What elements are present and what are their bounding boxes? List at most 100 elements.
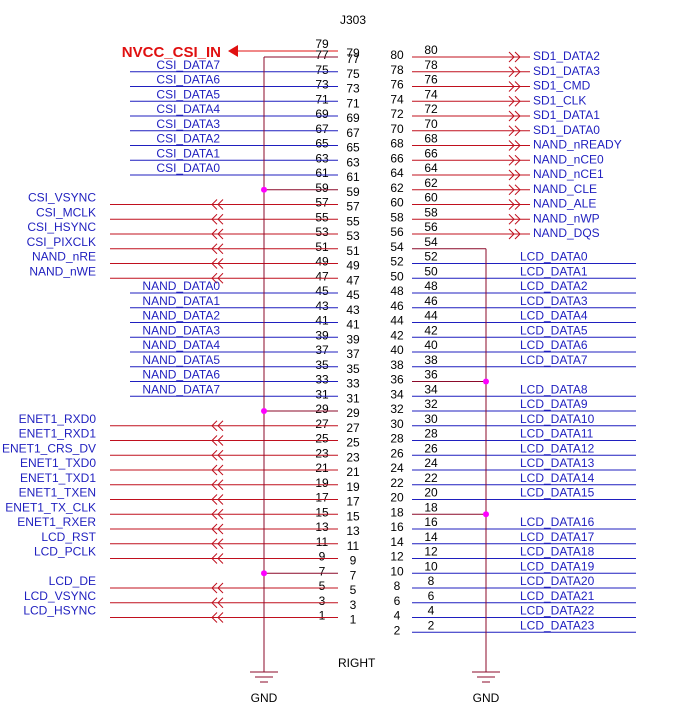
right-pin-row: 44 44 LCD_DATA4 [390, 309, 636, 328]
pin-number-outer: 53 [315, 225, 329, 239]
port-arrow-icon [211, 213, 224, 225]
pin-number-inner: 45 [346, 288, 360, 302]
pin-number-outer: 71 [315, 92, 329, 106]
pin-number-outer: 12 [424, 545, 438, 559]
pin-number-inner: 46 [390, 299, 404, 313]
refdes-label: J303 [340, 13, 366, 27]
right-pin-row: 46 46 LCD_DATA3 [390, 294, 636, 313]
signal-label: LCD_DATA11 [520, 427, 594, 441]
pin-number-outer: 3 [319, 594, 326, 608]
pin-number-inner: 38 [390, 358, 404, 372]
pin-number-inner: 2 [394, 623, 401, 637]
signal-label: LCD_DATA23 [520, 618, 595, 632]
signal-label: ENET1_TXEN [19, 486, 96, 500]
left-pin-row: 15 15 ENET1_TX_CLK [5, 500, 360, 523]
pin-number-outer: 7 [319, 564, 326, 578]
signal-label: SD1_DATA0 [533, 123, 600, 137]
pin-number-outer: 49 [315, 255, 329, 269]
signal-label: NAND_DATA0 [142, 279, 220, 293]
right-pin-row: 52 52 LCD_DATA0 [390, 250, 636, 269]
left-pin-row: 49 49 NAND_nRE [32, 250, 360, 273]
pin-number-inner: 43 [346, 303, 360, 317]
pin-number-outer: 9 [319, 550, 326, 564]
signal-label: CSI_DATA7 [156, 58, 220, 72]
right-pin-row: 80 80 SD1_DATA2 [390, 43, 600, 63]
signal-label: LCD_DATA2 [520, 279, 588, 293]
signal-label: SD1_DATA1 [533, 108, 600, 122]
pin-number-inner: 57 [346, 200, 360, 214]
signal-label: CSI_PIXCLK [27, 235, 96, 249]
signal-label: LCD_DATA16 [520, 515, 595, 529]
port-arrow-icon [211, 523, 224, 535]
pin-number-outer: 18 [424, 500, 438, 514]
left-pin-row: 61 61 CSI_DATA0 [130, 161, 360, 184]
pin-number-inner: 25 [346, 436, 360, 450]
signal-label: LCD_DATA19 [520, 559, 595, 573]
signal-label: CSI_DATA0 [156, 161, 220, 175]
right-pin-row: 76 76 SD1_CMD [390, 73, 590, 93]
port-arrow-icon [211, 597, 224, 609]
pin-number-outer: 63 [315, 151, 329, 165]
pin-number-outer: 15 [315, 505, 329, 519]
pin-number-outer: 62 [424, 176, 438, 190]
pin-number-outer: 17 [315, 491, 329, 505]
pin-number-inner: 34 [390, 387, 404, 401]
signal-label: CSI_DATA4 [156, 102, 220, 116]
pin-number-inner: 73 [346, 82, 360, 96]
right-pin-row: 58 58 NAND_nWP [390, 205, 599, 225]
pin-number-outer: 76 [424, 73, 438, 87]
pin-number-outer: 32 [424, 397, 438, 411]
pin-number-outer: 72 [424, 102, 438, 116]
right-pin-row: 38 38 LCD_DATA7 [390, 353, 636, 372]
pin-number-inner: 9 [350, 554, 357, 568]
power-net: NVCC_CSI_IN 79 79 [122, 37, 360, 61]
signal-label: SD1_DATA2 [533, 49, 600, 63]
port-arrow-icon [211, 420, 224, 432]
left-pin-row: 25 25 ENET1_RXD1 [19, 427, 360, 450]
pin-number-inner: 27 [346, 421, 360, 435]
right-pin-row: 22 22 LCD_DATA14 [390, 471, 636, 490]
pin-number-inner: 67 [346, 126, 360, 140]
pin-number-outer: 41 [315, 314, 329, 328]
right-pin-row: 42 42 LCD_DATA5 [390, 323, 636, 342]
left-pin-row: 29 29 [264, 402, 360, 420]
pin-number-outer: 11 [316, 535, 329, 549]
pin-number-outer: 23 [315, 446, 329, 460]
port-arrow-icon [211, 508, 224, 520]
pin-number-outer: 38 [424, 353, 438, 367]
ground-label: GND [473, 691, 500, 705]
pin-number-inner: 29 [346, 406, 360, 420]
port-arrow-icon [211, 435, 224, 446]
right-pin-row: 36 36 [390, 368, 486, 387]
right-pin-row: 20 20 LCD_DATA15 [390, 486, 636, 505]
pin-number-outer: 22 [424, 471, 438, 485]
pin-number-outer: 24 [424, 456, 438, 470]
pin-number-inner: 49 [346, 259, 360, 273]
pin-number-inner: 36 [390, 373, 404, 387]
pin-number-outer: 78 [424, 58, 438, 72]
power-arrow-icon [228, 45, 238, 57]
pin-number-inner: 13 [346, 524, 360, 538]
right-pin-row: 50 50 LCD_DATA1 [390, 264, 636, 283]
port-arrow-icon [211, 258, 224, 269]
ground-label: GND [251, 691, 278, 705]
pin-number-outer: 21 [315, 461, 329, 475]
pin-number-inner: 15 [346, 509, 360, 523]
pin-number-outer: 57 [315, 196, 329, 210]
pin-number-inner: 59 [346, 185, 360, 199]
pin-number-inner: 56 [390, 225, 404, 239]
right-pin-row: 28 28 LCD_DATA11 [390, 427, 636, 446]
right-pin-row: 66 66 NAND_nCE0 [390, 146, 604, 166]
pin-number-inner: 70 [390, 122, 404, 136]
port-arrow-icon [211, 479, 224, 491]
right-pin-row: 48 48 LCD_DATA2 [390, 279, 636, 298]
left-pin-row: 33 33 NAND_DATA6 [130, 368, 360, 391]
signal-label: LCD_DATA4 [520, 309, 588, 323]
port-arrow-icon [211, 449, 224, 461]
signal-label: NAND_nCE1 [533, 167, 604, 181]
signal-label: LCD_DATA3 [520, 294, 588, 308]
signal-label: ENET1_RXER [17, 515, 96, 529]
